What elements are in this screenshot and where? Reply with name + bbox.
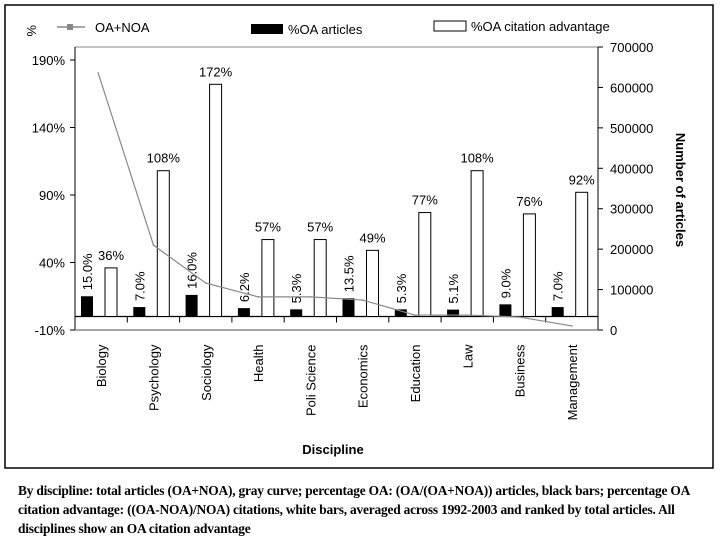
oa-noa-point xyxy=(571,325,573,327)
legend-line-marker xyxy=(67,24,73,30)
white-bar-citation-advantage xyxy=(366,249,379,318)
chart-border xyxy=(4,4,714,469)
black-bar-oa-articles xyxy=(394,309,407,317)
black-bar-label: 13.5% xyxy=(342,255,357,292)
right-tick-label: 600000 xyxy=(610,80,653,95)
left-axis-unit: % xyxy=(24,25,39,37)
category-label: Business xyxy=(513,344,528,397)
oa-noa-point xyxy=(466,314,469,316)
white-bar-citation-advantage xyxy=(575,191,589,317)
black-bar-label: 5.3% xyxy=(289,273,304,303)
oa-noa-line xyxy=(97,72,572,327)
left-tick-label: 190% xyxy=(32,53,66,68)
black-bar-oa-articles xyxy=(551,307,564,317)
oa-noa-point xyxy=(414,314,416,316)
figure-caption: By discipline: total articles (OA+NOA), … xyxy=(18,483,690,536)
right-tick-label: 700000 xyxy=(610,40,653,55)
right-tick-label: 500000 xyxy=(610,121,653,136)
category-label: Poli Science xyxy=(303,345,318,417)
legend-label-citation-advantage: %OA citation advantage xyxy=(471,19,610,34)
white-bar-label: 172% xyxy=(199,64,233,79)
black-bar-label: 5.3% xyxy=(394,273,409,303)
white-bar-label: 77% xyxy=(412,193,438,208)
legend-label-oa-noa: OA+NOA xyxy=(95,20,150,35)
category-label: Economics xyxy=(356,344,371,408)
right-tick-label: 400000 xyxy=(610,161,653,176)
black-bar-label: 7.0% xyxy=(551,271,566,301)
oa-noa-point xyxy=(204,282,207,284)
oa-noa-point xyxy=(97,72,99,74)
white-bar-label: 108% xyxy=(460,151,494,166)
white-bar-label: 76% xyxy=(516,194,542,209)
black-bar-oa-articles xyxy=(81,296,93,317)
category-label: Psychology xyxy=(146,344,161,411)
black-bar-oa-articles xyxy=(237,308,250,317)
legend-white-swatch xyxy=(433,20,467,32)
white-bar-citation-advantage xyxy=(104,267,118,317)
category-label: Law xyxy=(460,344,475,368)
left-tick-label: 40% xyxy=(39,256,65,271)
chart: % OA+NOA %OA articles %OA citation advan… xyxy=(4,4,714,469)
oa-noa-point xyxy=(518,316,521,318)
category-label: Health xyxy=(251,345,266,383)
black-bar-oa-articles xyxy=(185,294,198,317)
black-bar-label: 9.0% xyxy=(498,268,513,298)
white-bar-label: 36% xyxy=(98,248,124,263)
black-bar-oa-articles xyxy=(342,298,355,317)
black-bar-oa-articles xyxy=(447,309,460,317)
white-bar-label: 92% xyxy=(569,172,595,187)
white-bar-label: 57% xyxy=(307,220,333,235)
left-tick-label: 140% xyxy=(32,121,66,136)
oa-noa-point xyxy=(152,244,155,246)
legend-black-swatch xyxy=(251,24,283,34)
black-bar-label: 7.0% xyxy=(132,271,147,301)
right-tick-label: 300000 xyxy=(610,202,653,217)
white-bar-citation-advantage xyxy=(418,212,432,317)
left-tick-label: -10% xyxy=(35,323,66,338)
oa-noa-point xyxy=(361,299,364,301)
black-bar-oa-articles xyxy=(290,309,303,317)
black-bar-oa-articles xyxy=(133,307,146,317)
right-tick-label: 100000 xyxy=(610,283,653,298)
white-bar-label: 57% xyxy=(255,220,281,235)
white-bar-citation-advantage xyxy=(261,239,275,317)
right-axis-title: Number of articles xyxy=(673,133,688,247)
category-label: Sociology xyxy=(199,344,214,401)
black-bar-label: 5.1% xyxy=(446,274,461,304)
right-tick-label: 200000 xyxy=(610,242,653,257)
category-label: Education xyxy=(408,345,423,403)
white-bar-citation-advantage xyxy=(156,170,170,317)
black-bar-oa-articles xyxy=(499,304,512,317)
white-bar-label: 108% xyxy=(147,151,181,166)
category-label: Management xyxy=(565,344,580,420)
white-bar-citation-advantage xyxy=(470,170,484,317)
category-label: Biology xyxy=(94,344,109,387)
black-bar-label: 16.0% xyxy=(185,252,200,289)
legend-label-oa-articles: %OA articles xyxy=(288,22,363,37)
black-bar-label: 15.0% xyxy=(80,253,95,290)
right-tick-label: 0 xyxy=(610,323,617,338)
white-bar-citation-advantage xyxy=(209,83,223,317)
black-bar-label: 6.2% xyxy=(237,272,252,302)
white-bar-citation-advantage xyxy=(313,239,327,317)
left-tick-label: 90% xyxy=(39,188,65,203)
white-bar-label: 49% xyxy=(359,230,385,245)
oa-noa-point xyxy=(257,296,259,298)
x-axis-title: Discipline xyxy=(302,442,363,457)
white-bar-citation-advantage xyxy=(522,213,536,317)
legend: % OA+NOA %OA articles %OA citation advan… xyxy=(24,19,610,37)
oa-noa-point xyxy=(309,296,312,298)
